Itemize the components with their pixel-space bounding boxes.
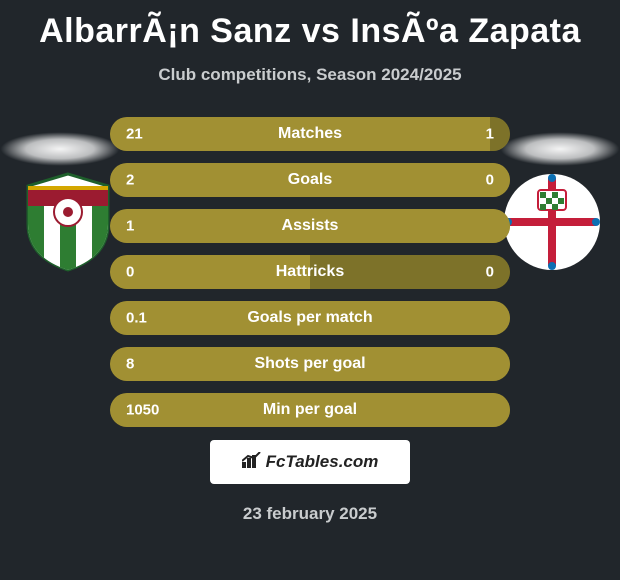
brand-text: FcTables.com <box>266 452 379 472</box>
club-crest-right <box>502 172 602 272</box>
club-crest-left <box>18 172 118 272</box>
comparison-panel: 211Matches 20Goals 1Assists 00Hattricks 0.1G… <box>0 117 620 487</box>
chart-icon <box>242 452 262 473</box>
spotlight-right <box>500 132 620 166</box>
stat-row: 1Assists <box>110 209 510 243</box>
stat-label: Goals per match <box>110 309 510 327</box>
stat-label: Shots per goal <box>110 355 510 373</box>
stat-row: 0.1Goals per match <box>110 301 510 335</box>
stat-row: 8Shots per goal <box>110 347 510 381</box>
stat-row: 20Goals <box>110 163 510 197</box>
stat-label: Assists <box>110 217 510 235</box>
page-title: AlbarrÃ¡n Sanz vs InsÃºa Zapata <box>0 0 620 51</box>
stat-label: Min per goal <box>110 401 510 419</box>
stat-row: 211Matches <box>110 117 510 151</box>
stat-label: Goals <box>110 171 510 189</box>
spotlight-left <box>0 132 120 166</box>
footer-date: 23 february 2025 <box>0 504 620 524</box>
stat-label: Matches <box>110 125 510 143</box>
stat-bars: 211Matches 20Goals 1Assists 00Hattricks 0.1G… <box>110 117 510 439</box>
stat-row: 1050Min per goal <box>110 393 510 427</box>
brand-logo: FcTables.com <box>210 440 410 484</box>
stat-row: 00Hattricks <box>110 255 510 289</box>
stat-label: Hattricks <box>110 263 510 281</box>
subtitle: Club competitions, Season 2024/2025 <box>0 65 620 85</box>
